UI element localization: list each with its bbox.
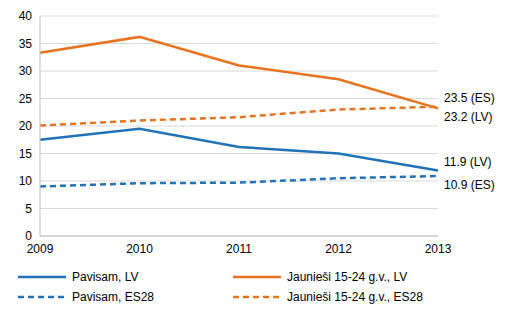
svg-text:2010: 2010 [126, 242, 153, 256]
svg-text:10: 10 [19, 174, 33, 188]
svg-text:0: 0 [25, 229, 32, 243]
svg-text:35: 35 [19, 37, 33, 51]
svg-text:15: 15 [19, 147, 33, 161]
svg-text:23.5 (ES): 23.5 (ES) [444, 91, 495, 105]
html-text:Pavisam, LV: Pavisam, LV [72, 270, 139, 284]
svg-text:11.9 (LV): 11.9 (LV) [444, 155, 492, 169]
svg-text:40: 40 [19, 9, 33, 23]
svg-text:2009: 2009 [27, 242, 54, 256]
svg-text:20: 20 [19, 119, 33, 133]
svg-text:25: 25 [19, 92, 33, 106]
html-text:Pavisam, ES28: Pavisam, ES28 [72, 290, 154, 304]
svg-text:2011: 2011 [226, 242, 252, 256]
html-text:Jaunieši 15-24 g.v., ES28: Jaunieši 15-24 g.v., ES28 [287, 290, 423, 304]
svg-text:30: 30 [19, 64, 33, 78]
svg-text:2012: 2012 [325, 242, 352, 256]
svg-text:2013: 2013 [425, 242, 452, 256]
svg-text:10.9 (ES): 10.9 (ES) [444, 178, 495, 192]
svg-text:23.2 (LV): 23.2 (LV) [444, 110, 492, 124]
svg-text:5: 5 [25, 202, 32, 216]
html-text:Jaunieši 15-24 g.v., LV: Jaunieši 15-24 g.v., LV [287, 270, 408, 284]
